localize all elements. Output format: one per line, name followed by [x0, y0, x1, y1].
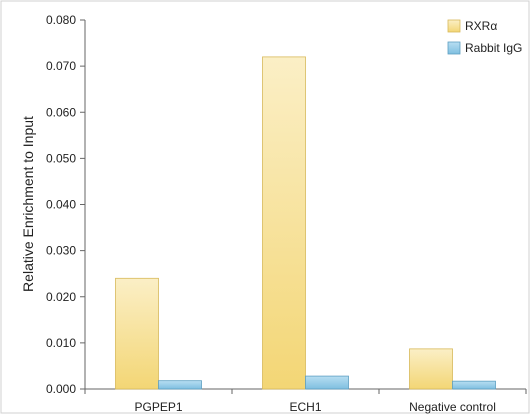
legend-label-rxr: RXRα [465, 19, 497, 33]
y-tick-label: 0.060 [46, 105, 76, 119]
bar-igg-2 [452, 380, 496, 390]
y-tick-label: 0.080 [46, 13, 76, 27]
bar-rxr-0 [115, 277, 159, 390]
x-tick-label: PGPEP1 [134, 400, 182, 414]
x-tick-label: Negative control [409, 400, 496, 414]
bar-igg-1 [305, 375, 349, 390]
legend-swatch-rxr [447, 19, 461, 33]
y-tick-label: 0.050 [46, 151, 76, 165]
y-tick-label: 0.000 [46, 382, 76, 396]
bar-rxr-1 [262, 56, 306, 390]
y-tick-label: 0.010 [46, 336, 76, 350]
y-tick-label: 0.040 [46, 198, 76, 212]
y-axis-label: Relative Enrichment to Input [20, 116, 36, 292]
legend: RXRα Rabbit IgG [447, 19, 522, 55]
y-tick-label: 0.030 [46, 244, 76, 258]
bar-rxr-2 [409, 348, 453, 390]
legend-label-igg: Rabbit IgG [465, 41, 522, 55]
x-tick-labels: PGPEP1 ECH1 Negative control [84, 389, 527, 414]
x-tick-label: ECH1 [289, 400, 321, 414]
y-tick-label: 0.070 [46, 59, 76, 73]
legend-swatch-igg [447, 41, 461, 55]
bars [115, 56, 496, 390]
bar-igg-0 [158, 380, 202, 390]
y-tick-label: 0.020 [46, 290, 76, 304]
y-ticks: 0.000 0.010 0.020 0.030 0.040 0.050 0.060 0.070… [46, 13, 85, 396]
